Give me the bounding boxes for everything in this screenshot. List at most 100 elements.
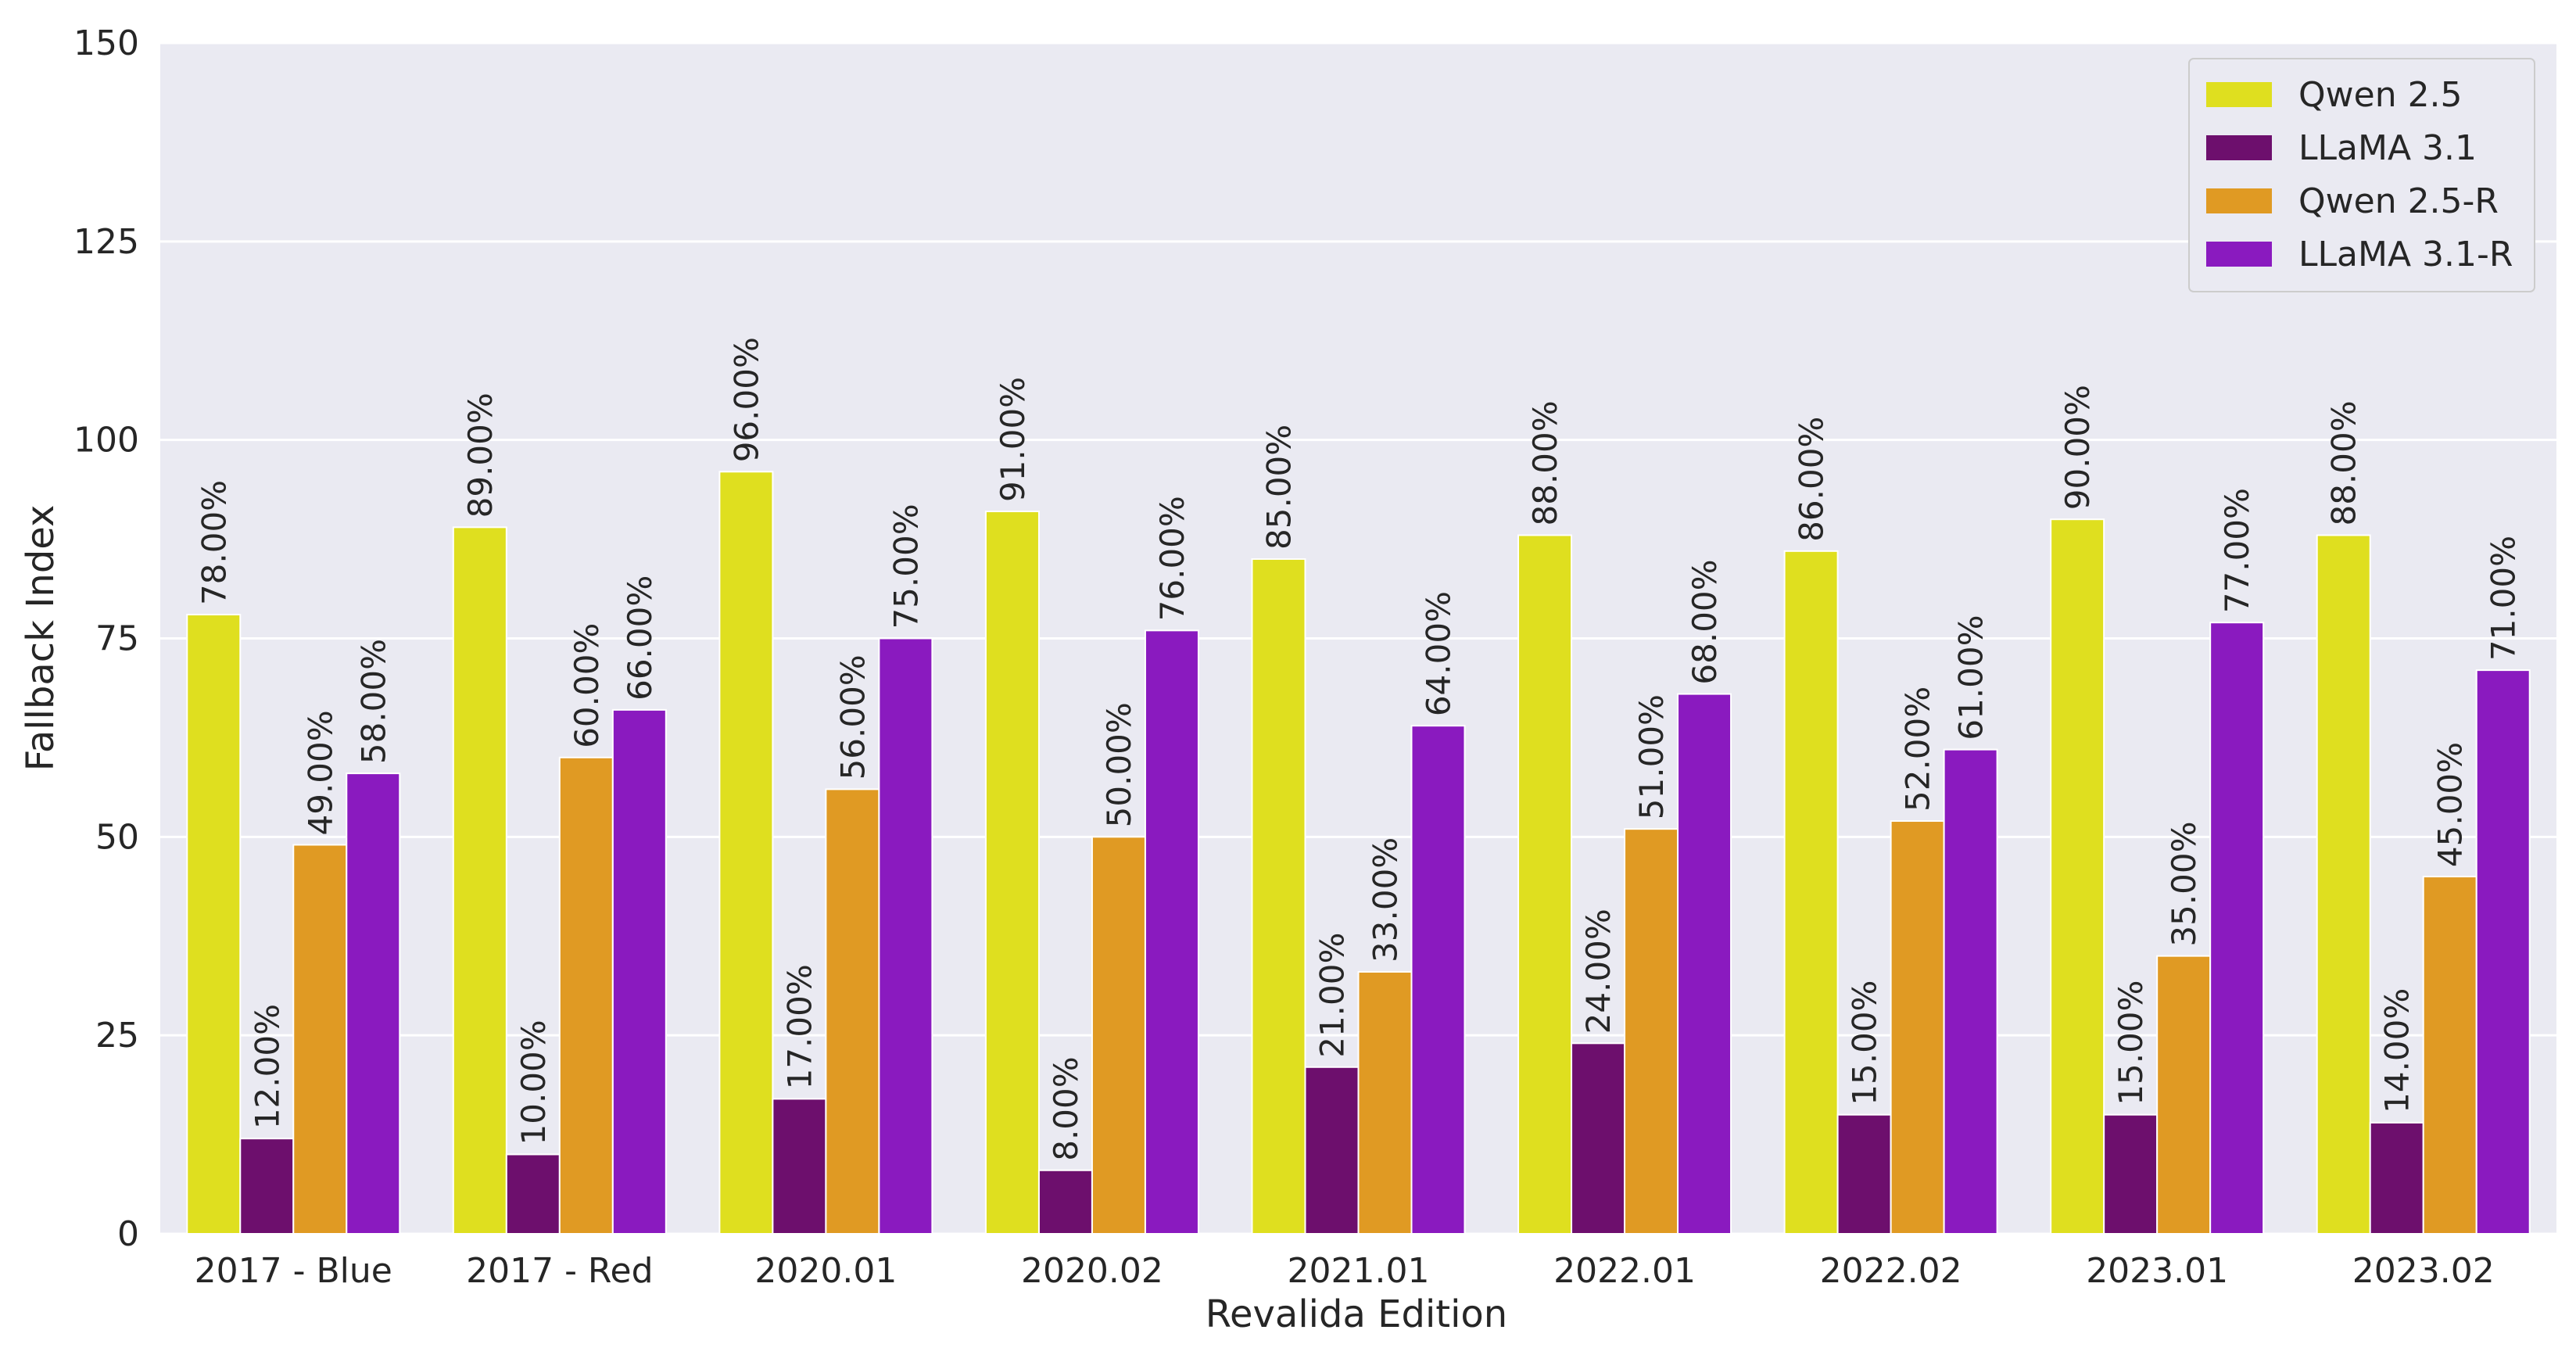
data-label: 24.00% bbox=[1579, 909, 1618, 1034]
x-axis-title: Revalida Edition bbox=[1206, 1292, 1507, 1336]
bar bbox=[1943, 748, 1998, 1235]
data-label: 88.00% bbox=[2325, 400, 2363, 525]
data-label: 21.00% bbox=[1313, 933, 1352, 1058]
bar bbox=[878, 637, 933, 1235]
bar bbox=[452, 526, 507, 1235]
bar bbox=[772, 1098, 827, 1235]
legend-swatch bbox=[2206, 135, 2272, 160]
bar bbox=[346, 772, 401, 1235]
x-tick-label: 2023.01 bbox=[2086, 1251, 2228, 1291]
data-label: 49.00% bbox=[301, 710, 339, 835]
x-axis-ticks: 2017 - Blue 2017 - Red 2020.01 2020.02 2021.… bbox=[195, 1251, 2495, 1291]
bar bbox=[2475, 669, 2531, 1235]
data-label: 91.00% bbox=[994, 377, 1032, 502]
data-label: 56.00% bbox=[833, 654, 872, 780]
legend-frame bbox=[2188, 58, 2535, 292]
data-label: 33.00% bbox=[1367, 837, 1405, 962]
data-label: 75.00% bbox=[887, 504, 925, 629]
data-label: 86.00% bbox=[1793, 417, 1831, 542]
legend-label: LLaMA 3.1-R bbox=[2298, 235, 2513, 274]
bar bbox=[825, 788, 880, 1235]
bar bbox=[505, 1153, 561, 1235]
data-label: 14.00% bbox=[2378, 988, 2417, 1113]
y-axis-ticks: 0 25 50 75 100 125 150 bbox=[73, 23, 139, 1254]
bar bbox=[2209, 622, 2265, 1235]
bar bbox=[2103, 1113, 2159, 1235]
y-axis-title: Fallback Index bbox=[19, 505, 63, 772]
legend-label: LLaMA 3.1 bbox=[2298, 128, 2477, 168]
data-label: 35.00% bbox=[2165, 821, 2203, 946]
data-label: 78.00% bbox=[195, 480, 233, 605]
x-tick-label: 2017 - Red bbox=[466, 1251, 653, 1291]
x-tick-label: 2023.02 bbox=[2352, 1251, 2495, 1291]
y-tick-label: 25 bbox=[95, 1016, 139, 1056]
data-label: 85.00% bbox=[1260, 425, 1299, 550]
x-tick-label: 2020.02 bbox=[1021, 1251, 1163, 1291]
bar bbox=[1677, 693, 1732, 1235]
x-tick-label: 2021.01 bbox=[1288, 1251, 1430, 1291]
data-label: 52.00% bbox=[1899, 686, 1937, 812]
data-labels: 78.00% 12.00% 49.00% 58.00% 89.00% 10.00% 60.0… bbox=[195, 337, 2522, 1161]
bar bbox=[186, 614, 242, 1235]
legend: Qwen 2.5 LLaMA 3.1 Qwen 2.5-R LLaMA 3.1-R bbox=[2188, 58, 2535, 292]
bar bbox=[1251, 557, 1306, 1235]
x-tick-label: 2020.01 bbox=[754, 1251, 897, 1291]
y-tick-label: 50 bbox=[95, 817, 139, 857]
bars bbox=[186, 471, 2531, 1235]
data-label: 15.00% bbox=[2112, 980, 2150, 1106]
bar bbox=[558, 756, 614, 1235]
data-label: 90.00% bbox=[2058, 385, 2097, 510]
bar bbox=[292, 844, 348, 1235]
bar bbox=[1410, 725, 1466, 1235]
y-tick-label: 100 bbox=[73, 421, 139, 461]
y-tick-label: 75 bbox=[95, 619, 139, 659]
data-label: 8.00% bbox=[1047, 1056, 1085, 1160]
bar bbox=[1357, 970, 1413, 1235]
data-label: 60.00% bbox=[568, 623, 606, 748]
bar bbox=[2369, 1121, 2424, 1235]
legend-label: Qwen 2.5 bbox=[2298, 75, 2463, 115]
data-label: 77.00% bbox=[2218, 488, 2256, 613]
bar bbox=[1571, 1042, 1626, 1235]
data-label: 71.00% bbox=[2485, 536, 2523, 661]
bar bbox=[1836, 1113, 1892, 1235]
bar bbox=[611, 708, 667, 1235]
bar bbox=[718, 471, 774, 1235]
data-label: 61.00% bbox=[1952, 615, 1990, 740]
data-label: 88.00% bbox=[1526, 400, 1564, 525]
data-label: 17.00% bbox=[780, 964, 819, 1089]
bar bbox=[1304, 1066, 1360, 1235]
bar bbox=[984, 511, 1040, 1235]
data-label: 51.00% bbox=[1632, 694, 1671, 819]
data-label: 10.00% bbox=[514, 1020, 553, 1145]
bar bbox=[1624, 828, 1679, 1235]
data-label: 96.00% bbox=[727, 337, 765, 462]
bar bbox=[2422, 876, 2477, 1235]
legend-swatch bbox=[2206, 188, 2272, 213]
legend-swatch bbox=[2206, 242, 2272, 267]
bar bbox=[2316, 534, 2371, 1235]
data-label: 45.00% bbox=[2431, 742, 2470, 867]
bar bbox=[1037, 1169, 1093, 1235]
x-tick-label: 2022.01 bbox=[1553, 1251, 1696, 1291]
bar bbox=[1517, 534, 1573, 1235]
data-label: 15.00% bbox=[1846, 980, 1884, 1106]
x-tick-label: 2022.02 bbox=[1820, 1251, 1962, 1291]
x-tick-label: 2017 - Blue bbox=[195, 1251, 392, 1291]
legend-label: Qwen 2.5-R bbox=[2298, 181, 2499, 221]
data-label: 76.00% bbox=[1153, 496, 1191, 621]
y-tick-label: 0 bbox=[117, 1214, 139, 1254]
data-label: 89.00% bbox=[461, 393, 500, 518]
bar bbox=[239, 1138, 295, 1235]
bar bbox=[2050, 518, 2105, 1235]
data-label: 50.00% bbox=[1100, 702, 1138, 827]
data-label: 12.00% bbox=[248, 1004, 286, 1129]
bar bbox=[1144, 629, 1199, 1235]
data-label: 68.00% bbox=[1686, 559, 1724, 684]
legend-swatch bbox=[2206, 82, 2272, 107]
bar bbox=[1783, 550, 1839, 1235]
y-tick-label: 125 bbox=[73, 222, 139, 262]
data-label: 64.00% bbox=[1420, 591, 1458, 716]
data-label: 66.00% bbox=[621, 575, 659, 701]
